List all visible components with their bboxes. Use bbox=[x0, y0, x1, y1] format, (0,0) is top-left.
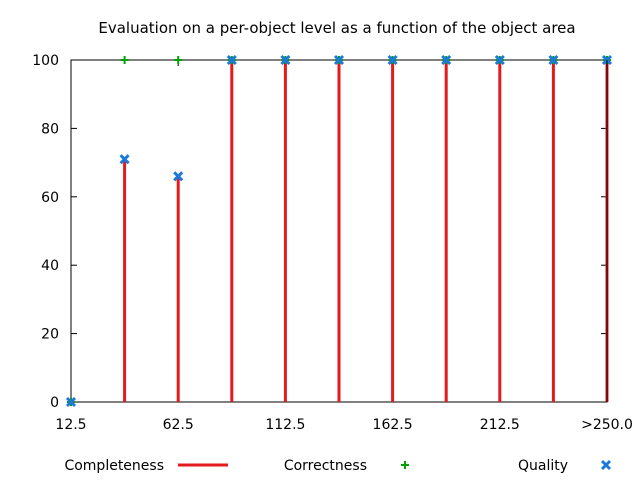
quality-x-b bbox=[333, 54, 345, 66]
quality-x-b bbox=[494, 54, 505, 66]
quality-x-b bbox=[119, 154, 130, 165]
quality-x-b bbox=[387, 54, 398, 66]
plot-marks bbox=[65, 54, 613, 408]
y-tick-label: 80 bbox=[41, 121, 59, 137]
correctness-point bbox=[174, 56, 183, 64]
quality-point bbox=[65, 396, 77, 408]
quality-point bbox=[548, 54, 559, 66]
x-tick-label: 162.5 bbox=[373, 417, 413, 433]
quality-point bbox=[226, 54, 237, 66]
x-tick-label: >250.0 bbox=[581, 417, 633, 433]
correctness-point bbox=[120, 56, 129, 64]
x-tick-label: 112.5 bbox=[265, 417, 305, 433]
y-tick-label: 60 bbox=[41, 190, 59, 206]
quality-x-b bbox=[280, 54, 291, 66]
quality-x-b bbox=[441, 54, 452, 66]
legend: Completeness Correctness Quality bbox=[64, 458, 612, 474]
legend-label-quality: Quality bbox=[518, 458, 568, 474]
quality-point bbox=[119, 154, 130, 165]
y-tick-label: 20 bbox=[41, 327, 59, 343]
x-tick-label: 62.5 bbox=[163, 417, 194, 433]
quality-x-b bbox=[173, 171, 184, 182]
x-tick-label: 12.5 bbox=[55, 417, 86, 433]
quality-x-b bbox=[548, 54, 559, 66]
y-tick-label: 0 bbox=[50, 395, 59, 411]
y-tick-label: 40 bbox=[41, 258, 59, 274]
quality-point bbox=[441, 54, 452, 66]
quality-x-b bbox=[226, 54, 237, 66]
quality-x-b bbox=[65, 396, 77, 408]
quality-point bbox=[494, 54, 505, 66]
legend-label-completeness: Completeness bbox=[64, 458, 164, 474]
y-tick-label: 100 bbox=[32, 53, 59, 69]
quality-point bbox=[333, 54, 345, 66]
quality-point bbox=[280, 54, 291, 66]
axes: 0 20 40 60 80 100 12.5 62.5 112.5 162.5 212.5 >250.… bbox=[32, 53, 633, 433]
chart-title: Evaluation on a per-object level as a fu… bbox=[98, 19, 575, 37]
legend-x-b bbox=[600, 459, 612, 471]
legend-sample-correctness bbox=[401, 461, 409, 469]
quality-point bbox=[173, 171, 184, 182]
quality-point bbox=[387, 54, 398, 66]
legend-label-correctness: Correctness bbox=[284, 458, 367, 474]
x-tick-label: 212.5 bbox=[480, 417, 520, 433]
legend-sample-quality bbox=[600, 459, 612, 471]
